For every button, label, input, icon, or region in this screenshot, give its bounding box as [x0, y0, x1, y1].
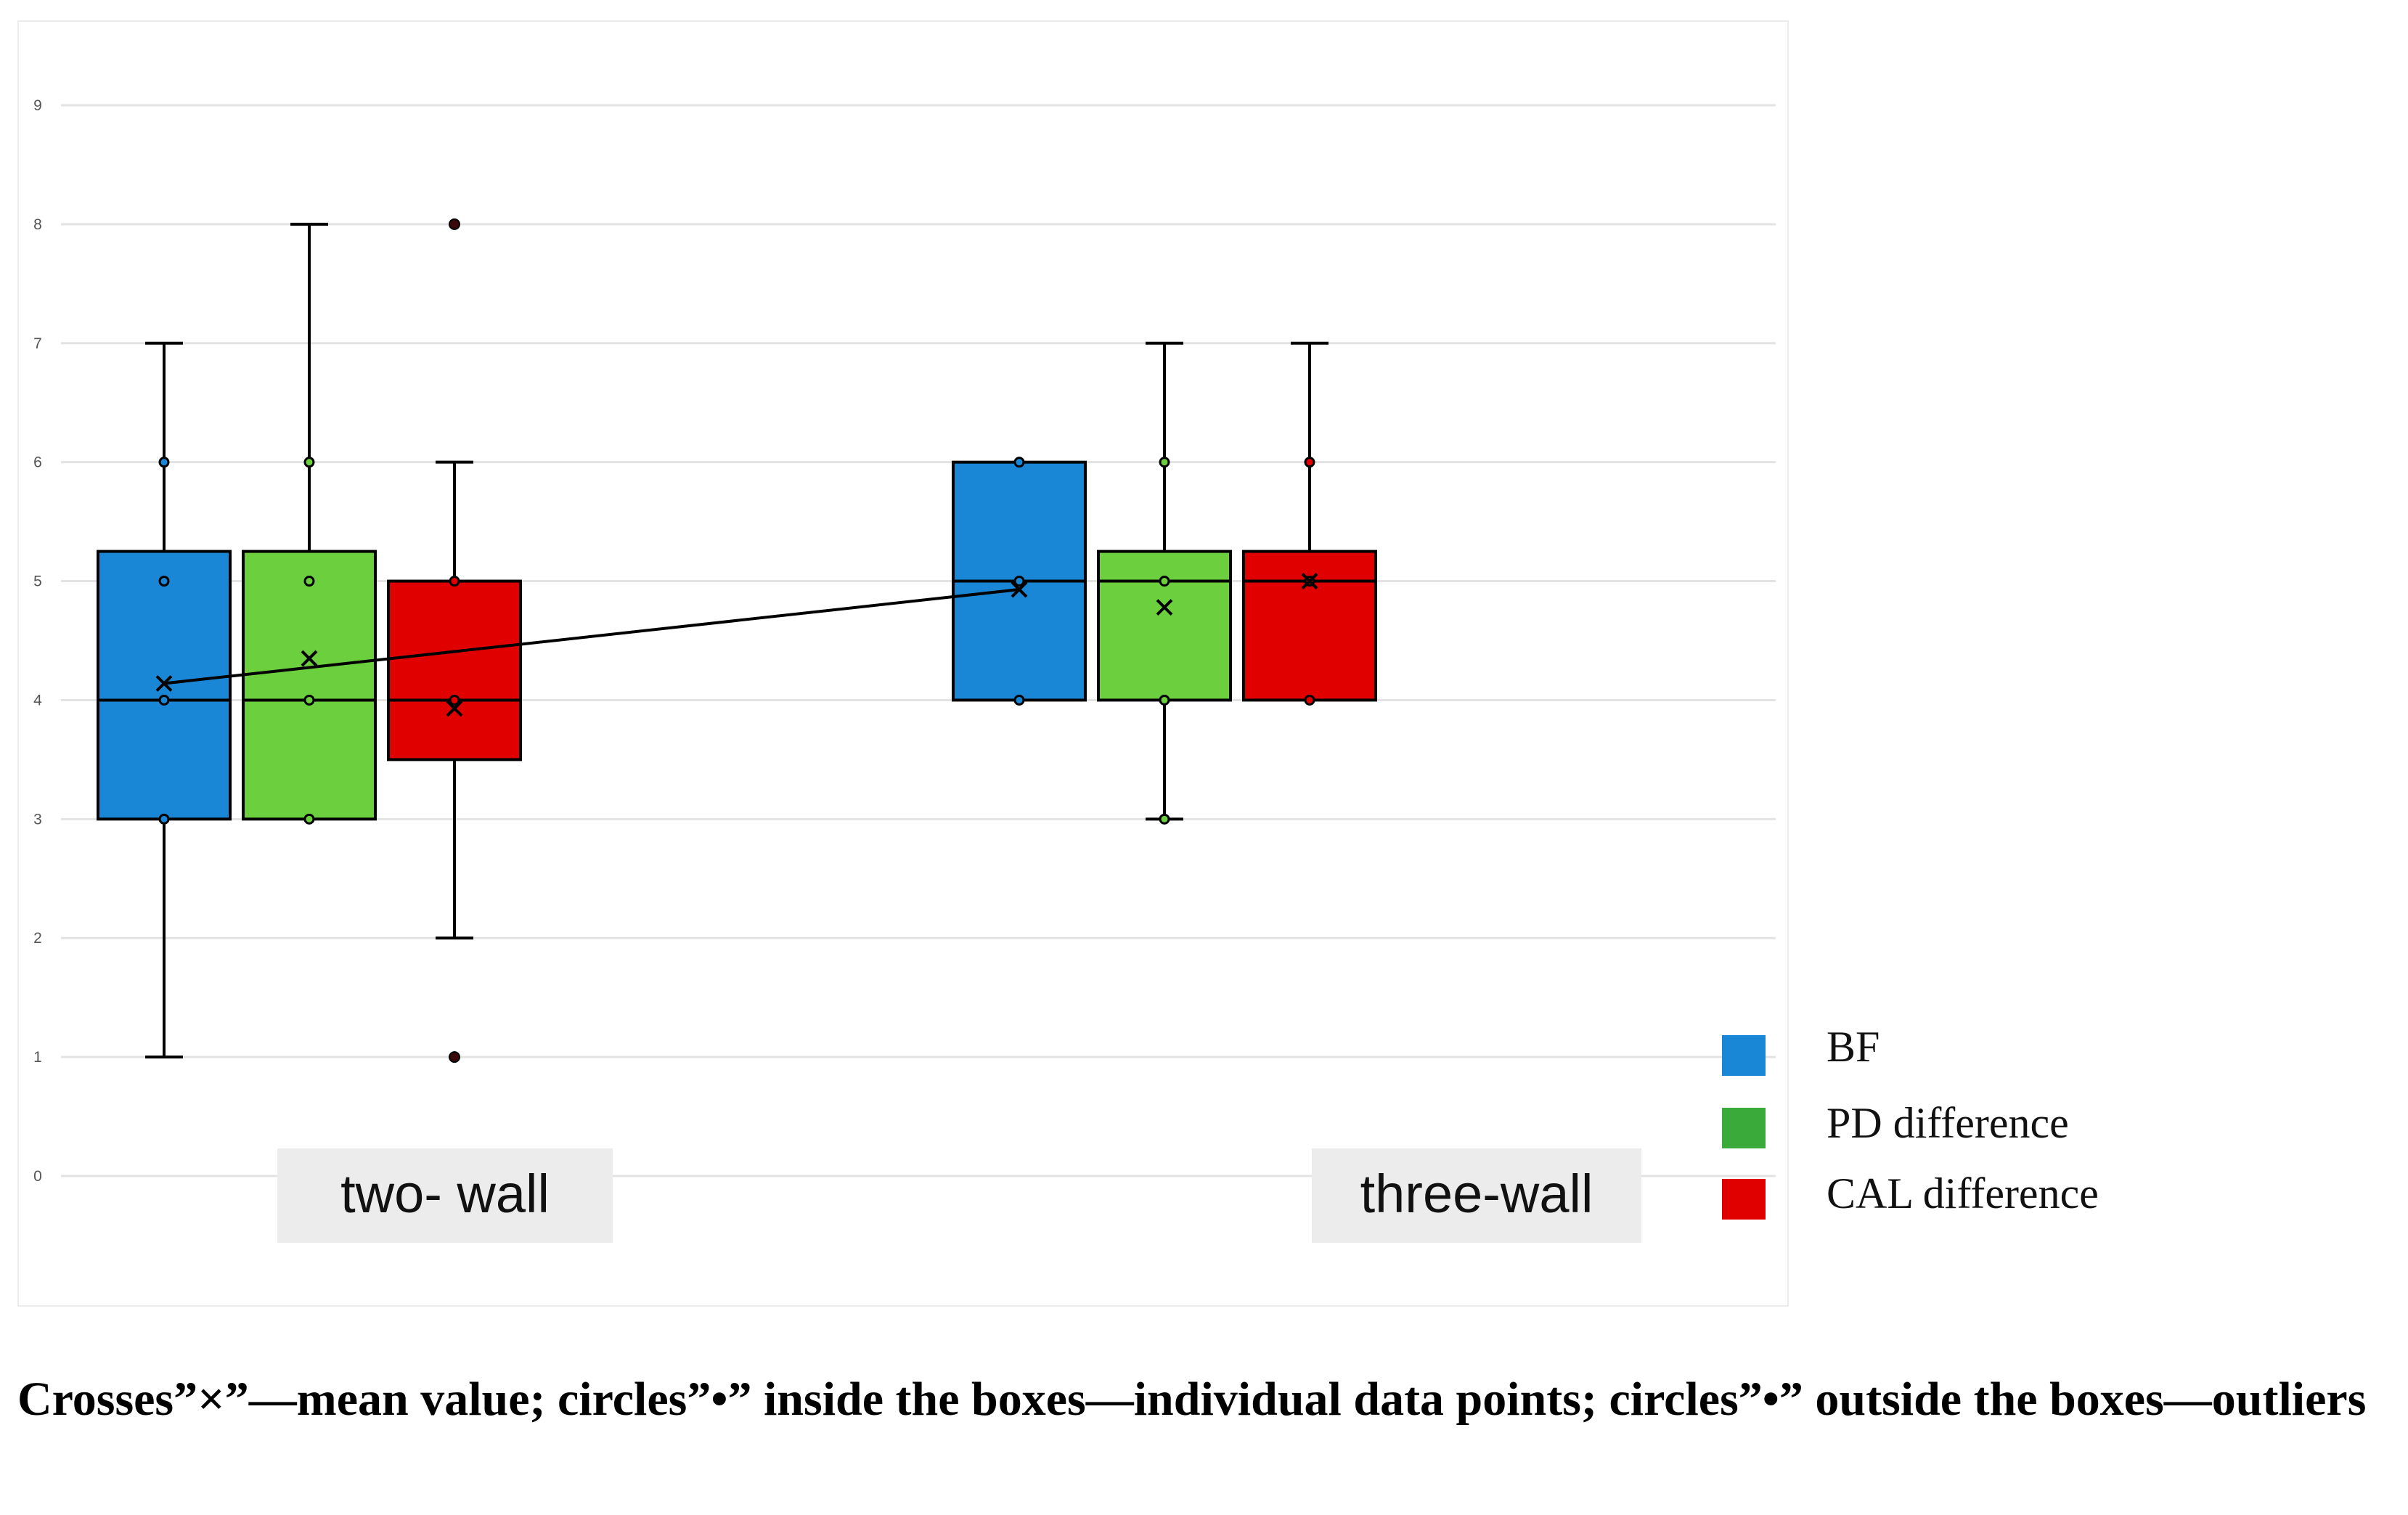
box-body — [1242, 550, 1377, 702]
data-point — [158, 457, 170, 468]
y-tick-label: 1 — [33, 1049, 42, 1066]
mean-marker — [1156, 599, 1173, 616]
mean-marker — [301, 650, 318, 667]
y-tick-label: 2 — [33, 930, 42, 947]
mean-marker — [1301, 573, 1318, 589]
y-tick-label: 3 — [33, 811, 42, 828]
data-point — [303, 694, 315, 706]
data-point — [1159, 694, 1170, 706]
legend-swatch — [1722, 1108, 1766, 1148]
box-plot-chart: 0 1 2 3 4 5 6 7 8 9 two- wall three-wall — [33, 97, 1776, 1243]
data-point — [449, 576, 460, 587]
figure-caption: Crosses”×”—mean value; circles”•” inside… — [17, 1373, 2367, 1426]
legend-swatch — [1722, 1035, 1766, 1076]
legend-label-cal-difference: CAL difference — [1827, 1169, 2099, 1217]
box-body — [242, 550, 377, 821]
legend-swatch — [1722, 1179, 1766, 1220]
data-point — [158, 813, 170, 825]
y-tick-label: 4 — [33, 692, 42, 709]
mean-marker — [446, 700, 463, 717]
box-bf-0 — [97, 341, 232, 1059]
y-tick-label: 7 — [33, 335, 42, 352]
data-point — [158, 576, 170, 587]
box-pd-difference-0 — [242, 222, 377, 825]
y-tick-label: 9 — [33, 97, 42, 114]
y-tick-label: 6 — [33, 454, 42, 471]
mean-connector-line — [163, 588, 1020, 685]
data-point — [1013, 576, 1025, 587]
box-cal-difference-1 — [1242, 341, 1377, 706]
box-pd-difference-1 — [1097, 341, 1232, 825]
chart-frame: 0 1 2 3 4 5 6 7 8 9 two- wall three-wall — [17, 20, 1789, 1307]
data-point — [1159, 457, 1170, 468]
data-point — [1013, 694, 1025, 706]
category-labels: two- wall three-wall — [277, 1148, 1641, 1243]
legend-item-pd-difference — [1722, 1108, 1766, 1148]
data-point — [303, 576, 315, 587]
legend — [1722, 1035, 1766, 1220]
outlier-point — [449, 218, 460, 230]
data-point — [1159, 813, 1170, 825]
data-point — [1304, 457, 1315, 468]
data-point — [1159, 576, 1170, 587]
category-label-text: two- wall — [340, 1164, 550, 1224]
category-label-0: two- wall — [277, 1148, 613, 1243]
category-label-text: three-wall — [1360, 1164, 1593, 1224]
y-tick-label: 5 — [33, 573, 42, 590]
category-label-background — [277, 1148, 613, 1243]
category-label-background — [1312, 1148, 1641, 1243]
box-body — [1097, 550, 1232, 702]
data-point — [449, 694, 460, 706]
legend-item-bf — [1722, 1035, 1766, 1076]
legend-item-cal-difference — [1722, 1179, 1766, 1220]
mean-line — [163, 588, 1020, 685]
boxes — [97, 218, 1377, 1182]
data-point — [158, 694, 170, 706]
data-point — [303, 457, 315, 468]
legend-label-pd-difference: PD difference — [1827, 1099, 2069, 1147]
data-point — [1304, 694, 1315, 706]
data-point — [1013, 457, 1025, 468]
box-bf-1 — [952, 457, 1087, 706]
box-cal-difference-0 — [387, 218, 522, 1182]
legend-label-bf: BF — [1827, 1023, 1880, 1071]
y-tick-label: 8 — [33, 216, 42, 233]
category-label-1: three-wall — [1312, 1148, 1641, 1243]
y-tick-label: 0 — [33, 1168, 42, 1185]
data-point — [303, 813, 315, 825]
y-axis-tick-labels: 0 1 2 3 4 5 6 7 8 9 — [33, 97, 42, 1185]
box-body — [387, 579, 522, 761]
outlier-point — [449, 1051, 460, 1063]
